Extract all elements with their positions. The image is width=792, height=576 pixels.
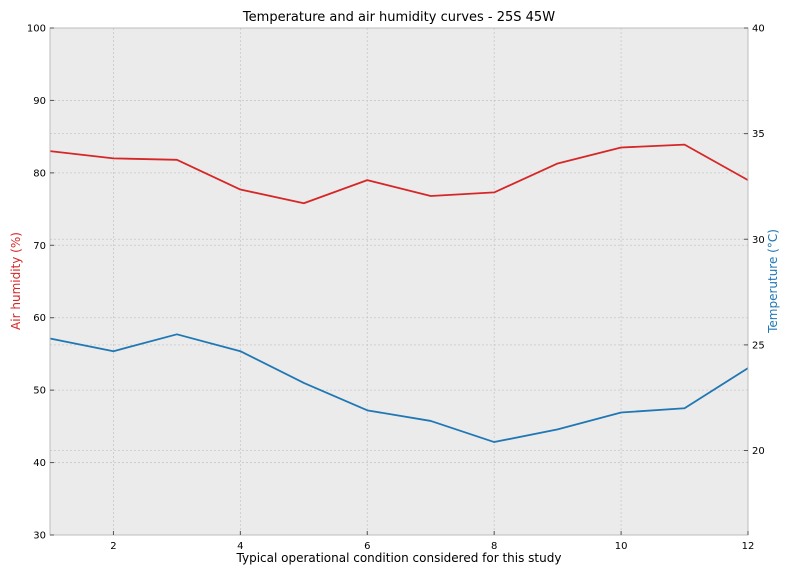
- y-tick-label-left: 70: [33, 241, 46, 252]
- y-tick-label-right: 40: [752, 24, 765, 35]
- y-axis-label-left: Air humidity (%): [9, 232, 23, 330]
- x-tick-label: 8: [491, 541, 497, 552]
- y-tick-label-right: 20: [752, 446, 765, 457]
- x-axis-label: Typical operational condition considered…: [236, 551, 562, 565]
- series-layer: [49, 143, 749, 443]
- humidity-line: [49, 143, 749, 205]
- x-tick-label: 2: [110, 541, 116, 552]
- x-tick-label: 6: [364, 541, 370, 552]
- y-axis-label-right: Temperuture (°C): [766, 229, 780, 334]
- x-tick-label: 4: [237, 541, 243, 552]
- y-tick-label-left: 80: [33, 168, 46, 179]
- y-tick-label-left: 30: [33, 531, 46, 542]
- plot-frame: [49, 27, 749, 536]
- y-tick-label-right: 25: [752, 340, 765, 351]
- y-tick-label-left: 60: [33, 313, 46, 324]
- y-tick-label-left: 100: [27, 24, 46, 35]
- y-tick-label-left: 90: [33, 96, 46, 107]
- y-tick-label-right: 30: [752, 235, 765, 246]
- plot-background: [50, 28, 748, 535]
- y-tick-label-left: 40: [33, 458, 46, 469]
- temperature-line: [49, 333, 749, 443]
- ticks: 2 4 6 8 10 12 30 40 50 60 70 80 90 100 20 25 30 35 40: [27, 24, 765, 553]
- chart-title: Temperature and air humidity curves - 25…: [242, 10, 555, 25]
- x-tick-label: 12: [742, 541, 755, 552]
- x-tick-label: 10: [615, 541, 628, 552]
- y-tick-label-right: 35: [752, 129, 765, 140]
- y-tick-label-left: 50: [33, 386, 46, 397]
